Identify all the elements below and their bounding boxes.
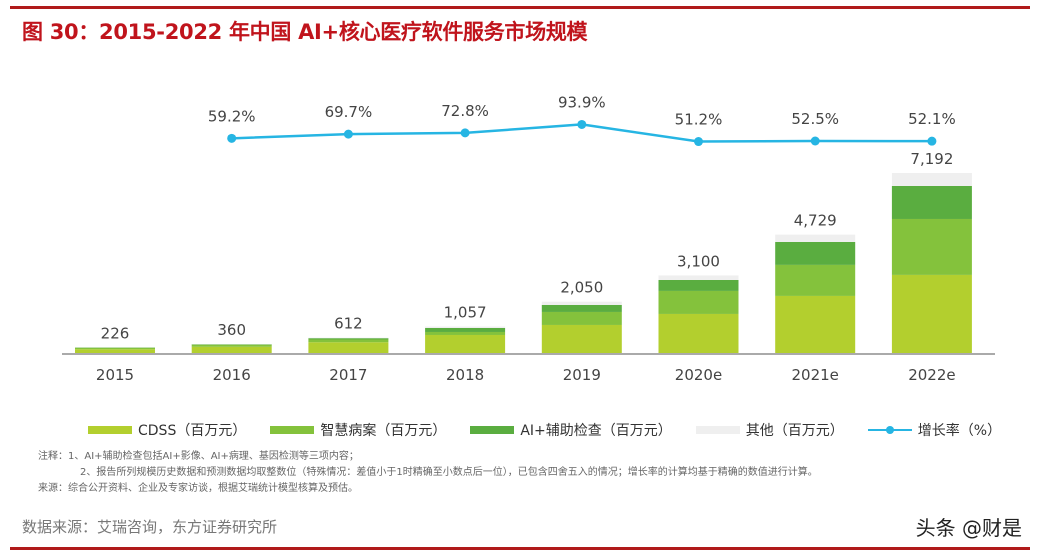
bar-segment	[775, 242, 856, 265]
bar-segment	[308, 338, 389, 340]
x-tick-label: 2019	[563, 366, 601, 384]
bottom-rule	[10, 547, 1030, 550]
bar-total-label: 226	[101, 324, 130, 342]
x-tick-label: 2022e	[908, 366, 955, 384]
note-source: 来源：综合公开资料、企业及专家访谈，根据艾瑞统计模型核算及预估。	[38, 483, 358, 494]
bar-total-label: 1,057	[444, 304, 487, 322]
bar-segment	[891, 173, 972, 186]
bar-segment	[775, 264, 856, 296]
growth-point	[577, 119, 587, 129]
growth-point	[810, 136, 820, 146]
bar-segment	[541, 311, 622, 325]
bar-segment	[308, 337, 389, 339]
legend-swatch	[270, 426, 315, 434]
note-2: 2、报告所列规模历史数据和预测数据均取整数位（特殊情况：差值小于1时精确至小数点…	[80, 467, 818, 478]
x-tick-label: 2016	[213, 366, 251, 384]
legend-label: CDSS（百万元）	[138, 423, 247, 439]
growth-point	[460, 128, 470, 138]
bar-segment	[891, 274, 972, 353]
bar-segment	[75, 347, 155, 350]
legend-item-cdss: CDSS（百万元）	[88, 420, 246, 440]
x-tick-label: 2015	[96, 366, 134, 384]
legend-swatch	[470, 426, 515, 434]
x-tick-label: 2021e	[791, 366, 838, 384]
growth-point	[343, 129, 353, 139]
growth-label: 52.1%	[908, 110, 956, 128]
chart-title: 图 30：2015-2022 年中国 AI+核心医疗软件服务市场规模	[22, 20, 588, 44]
bar-segment	[191, 344, 272, 347]
bar-segment	[191, 344, 272, 345]
bar-total-label: 2,050	[560, 279, 603, 297]
legend-swatch	[695, 426, 740, 434]
legend-item-other: 其他（百万元）	[695, 420, 844, 440]
x-tick-label: 2020e	[675, 366, 722, 384]
bar-segment	[891, 185, 972, 219]
bar-segment	[891, 218, 972, 275]
bar-segment	[425, 327, 506, 332]
bar-total-label: 4,729	[794, 212, 837, 230]
bar-segment	[775, 234, 856, 243]
growth-label: 59.2%	[208, 107, 256, 125]
growth-label: 51.2%	[675, 111, 723, 129]
legend-swatch	[88, 426, 132, 434]
watermark: 头条 @财是	[915, 516, 1022, 540]
bar-segment	[425, 334, 506, 353]
bar-total-label: 612	[334, 315, 363, 333]
top-rule	[10, 6, 1030, 9]
bar-total-label: 7,192	[910, 150, 953, 168]
bar-segment	[775, 295, 856, 353]
note-1: 注释：1、AI+辅助检查包括AI+影像、AI+病理、基因检测等三项内容；	[38, 451, 359, 462]
legend-label: 增长率（%）	[917, 423, 1002, 439]
bar-segment	[308, 342, 389, 353]
legend-label: 智慧病案（百万元）	[320, 423, 447, 439]
legend-line-marker	[867, 426, 912, 434]
legend-label: 其他（百万元）	[745, 423, 844, 439]
bar-segment	[658, 279, 739, 291]
bar-segment	[308, 339, 389, 343]
x-tick-label: 2017	[329, 366, 367, 384]
legend-item-records: 智慧病案（百万元）	[270, 420, 446, 440]
data-source: 数据来源：艾瑞咨询，东方证券研究所	[22, 518, 278, 536]
notes: 注释：1、AI+辅助检查包括AI+影像、AI+病理、基因检测等三项内容； 2、报…	[38, 449, 818, 497]
legend: CDSS（百万元） 智慧病案（百万元） AI+辅助检查（百万元） 其他（百万元）…	[88, 420, 1001, 440]
growth-point	[927, 136, 937, 146]
legend-label: AI+辅助检查（百万元）	[520, 423, 672, 439]
bar-segment	[658, 275, 739, 280]
growth-label: 69.7%	[325, 103, 373, 121]
growth-label: 72.8%	[441, 102, 489, 120]
growth-label: 93.9%	[558, 93, 606, 111]
bar-total-label: 3,100	[677, 252, 720, 270]
chart-area: 226 2015 360 2016 612 2017 1,057 2018 2,050 2019 3…	[62, 93, 995, 384]
growth-point	[694, 137, 703, 147]
legend-item-growth: 增长率（%）	[867, 420, 1002, 440]
bar-segment	[425, 326, 506, 328]
bar-segment	[191, 346, 272, 353]
legend-item-ai-exam: AI+辅助检查（百万元）	[470, 420, 672, 440]
bar-segment	[541, 324, 622, 353]
bar-segment	[541, 301, 622, 305]
bar-segment	[541, 304, 622, 312]
bar-segment	[658, 290, 739, 314]
growth-point	[227, 133, 237, 143]
bar-segment	[75, 349, 155, 353]
bar-segment	[658, 313, 739, 353]
bar-total-label: 360	[217, 321, 246, 339]
bar-segment	[425, 331, 506, 335]
x-tick-label: 2018	[446, 366, 484, 384]
growth-label: 52.5%	[791, 110, 839, 128]
